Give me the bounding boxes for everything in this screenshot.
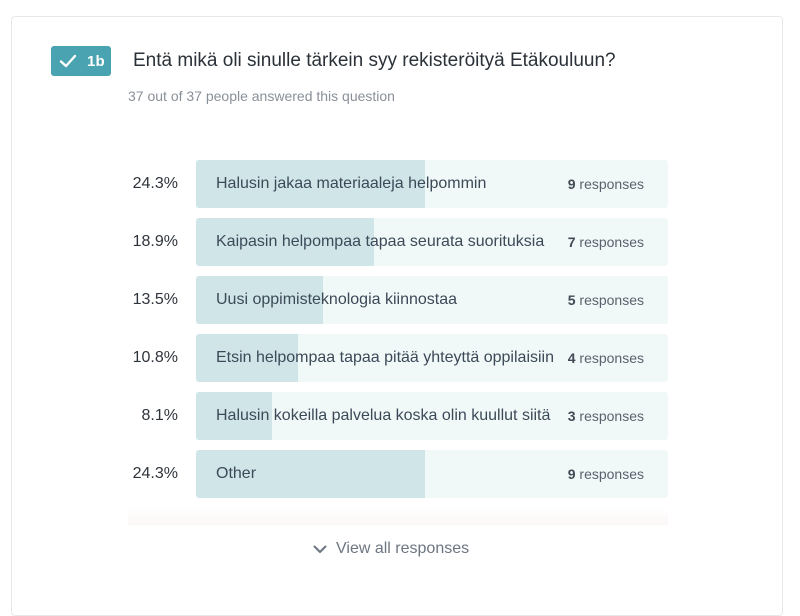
answer-percent: 24.3% xyxy=(132,175,178,192)
responses-word: responses xyxy=(579,176,644,192)
response-count: 9 xyxy=(567,176,576,192)
response-count: 7 xyxy=(567,234,576,250)
response-count: 5 xyxy=(567,292,576,308)
responses-word: responses xyxy=(579,466,644,482)
answer-percent: 13.5% xyxy=(132,291,178,308)
response-count: 4 xyxy=(567,350,576,366)
responses-word: responses xyxy=(579,350,644,366)
answer-bar-fill xyxy=(196,276,324,324)
answer-percent: 8.1% xyxy=(141,407,178,424)
answer-bar: Other 9 responses xyxy=(196,450,668,498)
answer-row: 18.9% Kaipasin helpompaa tapaa seurata s… xyxy=(12,218,782,266)
answer-label: Halusin kokeilla palvelua koska olin kuu… xyxy=(216,407,551,424)
answer-label: Etsin helpompaa tapaa pitää yhteyttä opp… xyxy=(216,349,554,366)
question-title: Entä mikä oli sinulle tärkein syy rekist… xyxy=(133,50,616,71)
answer-percent: 24.3% xyxy=(132,465,178,482)
answer-bar: Halusin kokeilla palvelua koska olin kuu… xyxy=(196,392,668,440)
response-count: 3 xyxy=(567,408,576,424)
checkmark-icon xyxy=(59,54,77,68)
answer-responses: 9 responses xyxy=(568,160,644,208)
answer-responses: 7 responses xyxy=(568,218,644,266)
response-count: 9 xyxy=(567,466,576,482)
answer-row: 24.3% Other 9 responses xyxy=(12,450,782,498)
answer-responses: 5 responses xyxy=(568,276,644,324)
answer-bar: Etsin helpompaa tapaa pitää yhteyttä opp… xyxy=(196,334,668,382)
question-card: 1b Entä mikä oli sinulle tärkein syy rek… xyxy=(11,16,783,616)
view-all-label: View all responses xyxy=(336,540,470,557)
question-badge: 1b xyxy=(51,46,111,76)
answer-label: Halusin jakaa materiaaleja helpommin xyxy=(216,175,487,192)
answer-row: 13.5% Uusi oppimisteknologia kiinnostaa … xyxy=(12,276,782,324)
answer-row: 10.8% Etsin helpompaa tapaa pitää yhteyt… xyxy=(12,334,782,382)
answer-responses: 9 responses xyxy=(568,450,644,498)
answer-bar-fill xyxy=(196,160,426,208)
answer-bar-fill xyxy=(196,334,298,382)
answer-bar-fill xyxy=(196,218,375,266)
answer-responses: 4 responses xyxy=(568,334,644,382)
responses-word: responses xyxy=(579,408,644,424)
answer-row: 24.3% Halusin jakaa materiaaleja helpomm… xyxy=(12,160,782,208)
answered-count: 37 out of 37 people answered this questi… xyxy=(128,88,395,104)
answer-responses: 3 responses xyxy=(568,392,644,440)
responses-word: responses xyxy=(579,234,644,250)
answer-label: Kaipasin helpompaa tapaa seurata suoritu… xyxy=(216,233,545,250)
answer-bar-fill xyxy=(196,392,273,440)
answer-percent: 10.8% xyxy=(132,349,178,366)
answer-bar: Uusi oppimisteknologia kiinnostaa 5 resp… xyxy=(196,276,668,324)
responses-word: responses xyxy=(579,292,644,308)
answer-label: Other xyxy=(216,465,257,482)
list-fade xyxy=(128,507,668,525)
answer-bar: Halusin jakaa materiaaleja helpommin 9 r… xyxy=(196,160,668,208)
view-all-responses-button[interactable]: View all responses xyxy=(313,540,469,558)
question-number: 1b xyxy=(87,52,105,70)
answer-bar: Kaipasin helpompaa tapaa seurata suoritu… xyxy=(196,218,668,266)
answer-percent: 18.9% xyxy=(132,233,178,250)
answer-label: Uusi oppimisteknologia kiinnostaa xyxy=(216,291,458,308)
answer-bar-fill xyxy=(196,450,426,498)
answer-row: 8.1% Halusin kokeilla palvelua koska oli… xyxy=(12,392,782,440)
chevron-down-icon xyxy=(313,545,336,554)
